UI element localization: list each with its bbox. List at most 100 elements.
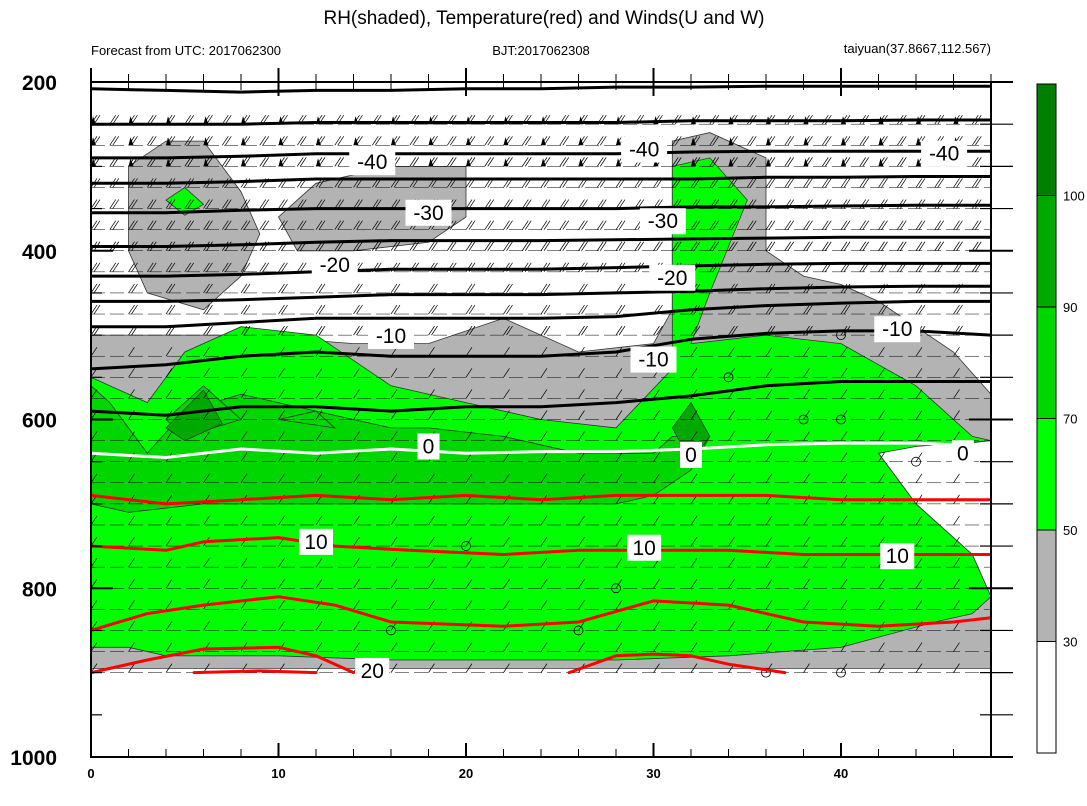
- wind-barb: [93, 220, 101, 230]
- wind-barb: [109, 220, 117, 230]
- wind-barb: [899, 157, 907, 167]
- wind-barb: [224, 136, 232, 146]
- wind-barb: [768, 220, 776, 230]
- wind-barb: [690, 347, 698, 357]
- wind-barb: [149, 136, 157, 146]
- wind-barb: [334, 199, 342, 209]
- wind-barb: [878, 452, 885, 462]
- wind-barb: [746, 220, 754, 230]
- wind-barb: [203, 621, 210, 631]
- wind-barb: [653, 473, 660, 483]
- wind-barb: [596, 157, 604, 167]
- wind-barb: [131, 304, 138, 315]
- wind-barb: [243, 262, 251, 273]
- calm-wind-circle: [836, 414, 846, 425]
- wind-barb: [390, 515, 398, 526]
- wind-barb: [824, 136, 832, 146]
- wind-barb: [615, 536, 623, 547]
- wind-barb: [709, 136, 717, 146]
- wind-barb: [728, 557, 735, 568]
- wind-barb: [337, 199, 345, 209]
- wind-barb: [862, 241, 870, 251]
- wind-barb: [690, 642, 698, 652]
- contour-label-box: [880, 543, 915, 570]
- wind-barb: [994, 242, 1000, 251]
- wind-barb: [131, 262, 138, 273]
- wind-barb: [690, 368, 698, 378]
- contour-label-text: -10: [376, 325, 406, 348]
- wind-barb: [653, 389, 660, 399]
- wind-barb: [165, 431, 173, 441]
- wind-barb: [578, 220, 585, 230]
- temperature-contour: [91, 284, 991, 303]
- wind-barb: [878, 178, 885, 188]
- y-tick-label: 400: [22, 241, 57, 264]
- wind-barb-flag: [691, 137, 696, 146]
- colorbar-label: 30: [1063, 635, 1077, 650]
- wind-barb: [240, 220, 248, 230]
- wind-barb: [971, 157, 979, 167]
- wind-barb: [465, 663, 473, 673]
- wind-barb: [690, 515, 698, 526]
- wind-barb: [240, 304, 248, 315]
- wind-barb: [562, 157, 570, 167]
- wind-barb: [543, 220, 551, 230]
- wind-barb: [540, 304, 548, 315]
- wind-barb: [915, 579, 923, 589]
- colorbar-label: 70: [1063, 412, 1077, 427]
- wind-barb: [915, 515, 923, 526]
- wind-barb: [393, 283, 401, 294]
- wind-barb: [112, 262, 120, 273]
- wind-barb: [278, 621, 285, 631]
- wind-barb: [315, 473, 323, 483]
- wind-barb: [712, 241, 720, 251]
- wind-barb: [690, 241, 698, 251]
- wind-barb: [262, 220, 270, 230]
- wind-barb: [428, 600, 435, 610]
- wind-barb: [296, 220, 304, 230]
- wind-barb: [356, 199, 363, 209]
- wind-barb: [728, 536, 735, 547]
- wind-barb: [765, 536, 773, 547]
- wind-barb: [934, 220, 942, 230]
- wind-barb: [543, 283, 551, 294]
- wind-barb-flag: [728, 137, 734, 146]
- contour-label: 0: [680, 441, 702, 468]
- contour-label: 10: [299, 528, 333, 555]
- contour-label: -40: [921, 140, 968, 167]
- wind-barb: [315, 621, 323, 631]
- wind-barb: [409, 136, 417, 146]
- wind-barb: [690, 621, 698, 631]
- temperature-contour: [192, 669, 318, 675]
- wind-barb: [315, 515, 323, 526]
- calm-wind-circle: [723, 372, 734, 383]
- wind-barb: [465, 283, 473, 294]
- wind-barb: [390, 220, 398, 230]
- wind-barb-flag: [166, 137, 171, 146]
- wind-barb: [821, 220, 829, 230]
- wind-barb: [315, 368, 323, 378]
- wind-barb: [787, 241, 795, 251]
- wind-barb: [353, 389, 360, 399]
- wind-barb: [187, 262, 195, 273]
- wind-barb: [749, 157, 757, 167]
- wind-barb: [428, 579, 435, 589]
- wind-barb: [824, 178, 832, 188]
- wind-barb: [390, 642, 398, 652]
- wind-barb: [412, 157, 420, 167]
- wind-barb: [149, 220, 157, 230]
- wind-barb: [749, 136, 757, 146]
- wind-barb: [559, 241, 567, 251]
- wind-barb-flag: [203, 158, 209, 167]
- wind-barb: [803, 452, 810, 462]
- wind-barb: [353, 557, 360, 568]
- wind-barb: [765, 473, 773, 483]
- wind-barb: [503, 579, 510, 589]
- wind-barb: [465, 557, 473, 568]
- wind-barb: [618, 325, 626, 336]
- wind-barb: [165, 220, 173, 230]
- wind-barb: [243, 304, 251, 315]
- wind-barb: [281, 220, 288, 230]
- wind-barb: [221, 262, 229, 273]
- wind-barb: [878, 410, 885, 420]
